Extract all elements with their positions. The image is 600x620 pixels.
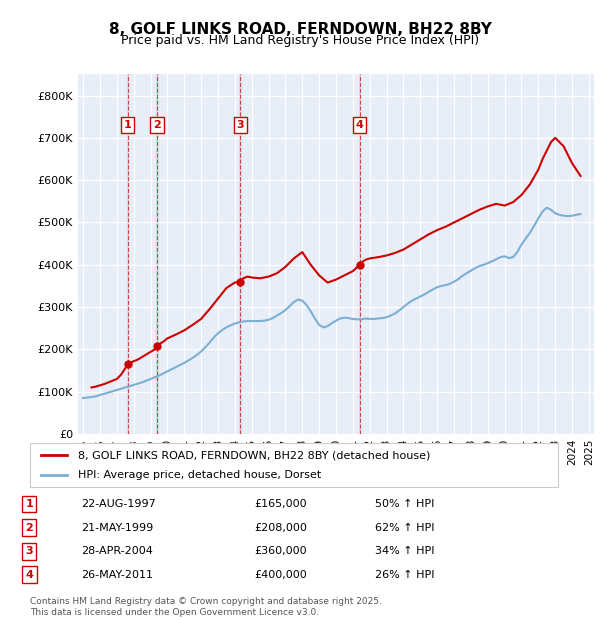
Text: £165,000: £165,000 <box>254 499 307 509</box>
Text: HPI: Average price, detached house, Dorset: HPI: Average price, detached house, Dors… <box>77 469 321 479</box>
Text: 8, GOLF LINKS ROAD, FERNDOWN, BH22 8BY: 8, GOLF LINKS ROAD, FERNDOWN, BH22 8BY <box>109 22 491 37</box>
Text: 8, GOLF LINKS ROAD, FERNDOWN, BH22 8BY (detached house): 8, GOLF LINKS ROAD, FERNDOWN, BH22 8BY (… <box>77 451 430 461</box>
Text: 22-AUG-1997: 22-AUG-1997 <box>81 499 156 509</box>
Text: 62% ↑ HPI: 62% ↑ HPI <box>375 523 434 533</box>
Text: 4: 4 <box>25 570 33 580</box>
Text: 4: 4 <box>356 120 364 130</box>
Text: 1: 1 <box>124 120 131 130</box>
Bar <box>359 74 361 434</box>
Bar <box>156 74 158 434</box>
Text: £208,000: £208,000 <box>254 523 307 533</box>
Text: 1: 1 <box>25 499 33 509</box>
Bar <box>239 74 241 434</box>
Text: 3: 3 <box>25 546 33 556</box>
Bar <box>127 74 128 434</box>
Text: 26-MAY-2011: 26-MAY-2011 <box>81 570 153 580</box>
Text: £360,000: £360,000 <box>254 546 307 556</box>
Text: 3: 3 <box>236 120 244 130</box>
Text: 2: 2 <box>25 523 33 533</box>
Text: 50% ↑ HPI: 50% ↑ HPI <box>375 499 434 509</box>
Text: £400,000: £400,000 <box>254 570 307 580</box>
Text: Price paid vs. HM Land Registry's House Price Index (HPI): Price paid vs. HM Land Registry's House … <box>121 34 479 47</box>
Text: 21-MAY-1999: 21-MAY-1999 <box>81 523 154 533</box>
Text: 2: 2 <box>153 120 161 130</box>
Text: Contains HM Land Registry data © Crown copyright and database right 2025.
This d: Contains HM Land Registry data © Crown c… <box>30 598 382 617</box>
Text: 26% ↑ HPI: 26% ↑ HPI <box>375 570 434 580</box>
Text: 28-APR-2004: 28-APR-2004 <box>81 546 153 556</box>
Text: 34% ↑ HPI: 34% ↑ HPI <box>375 546 434 556</box>
